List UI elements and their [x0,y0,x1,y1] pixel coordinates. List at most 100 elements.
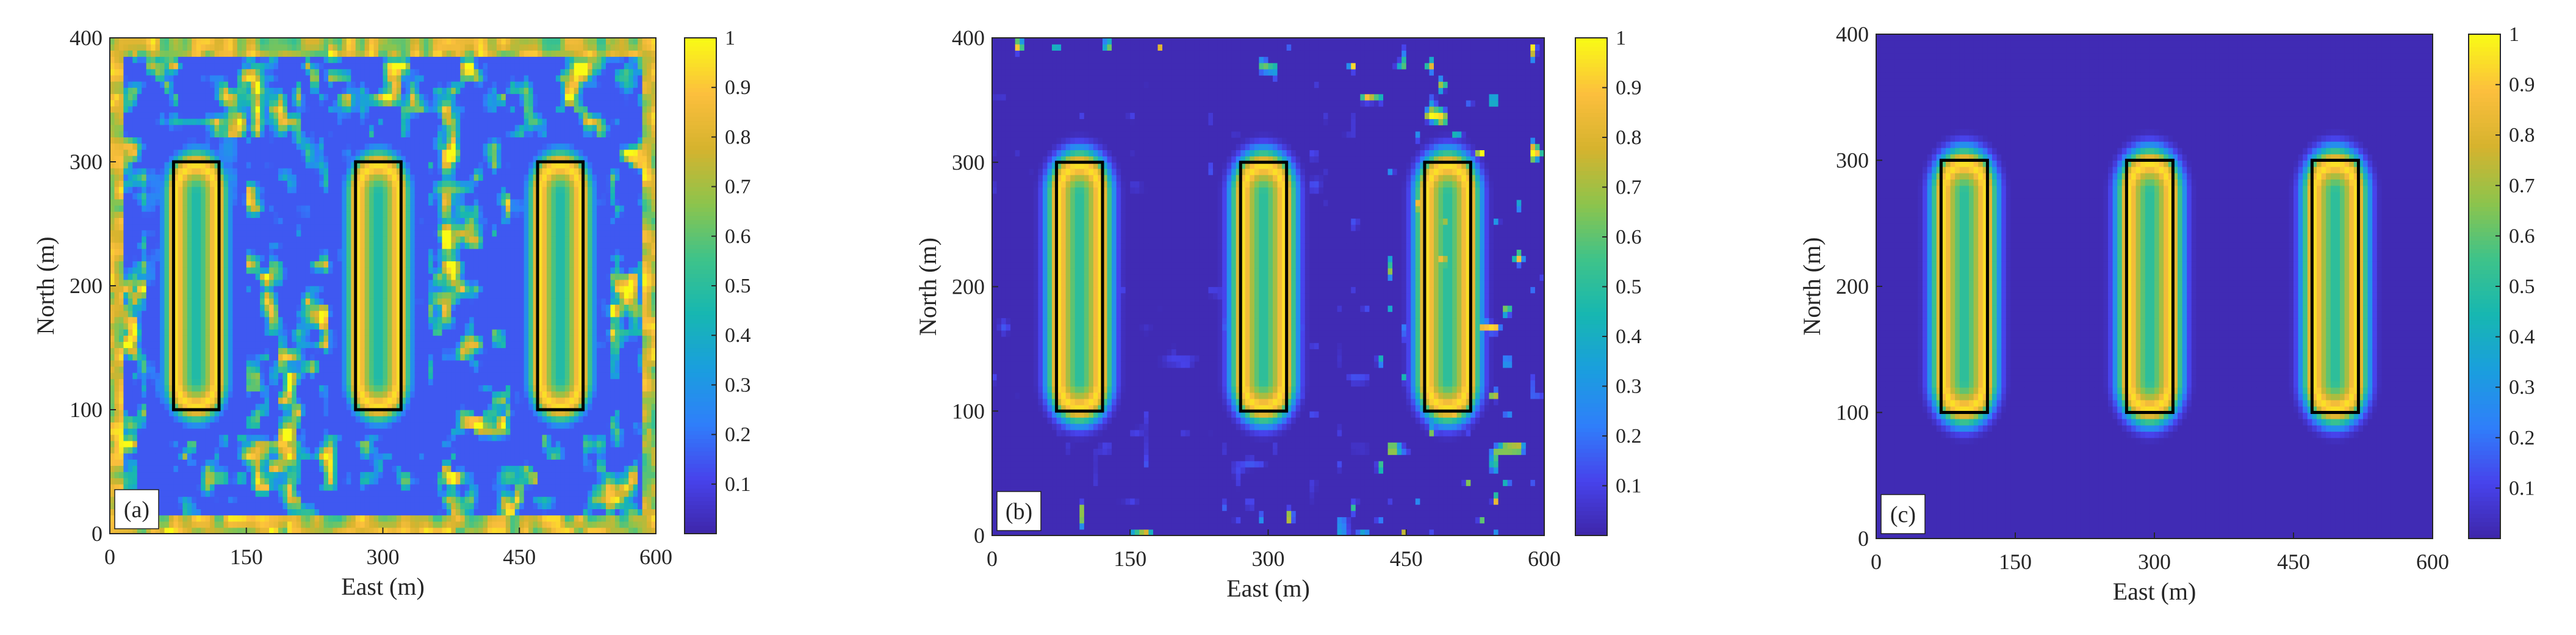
heatmap-cell [310,267,315,274]
heatmap-cell [128,273,133,280]
heatmap-cell [346,93,351,101]
heatmap-cell [333,87,338,94]
heatmap-cell [301,471,306,479]
heatmap-cell [232,261,238,268]
heatmap-cell [287,87,292,94]
heatmap-cell [114,81,120,88]
heatmap-cell [328,162,334,169]
heatmap-cell [232,44,238,51]
heatmap-cell [192,354,197,361]
heatmap-cell [333,93,338,101]
heatmap-cell [114,62,120,70]
heatmap-cell [282,397,288,404]
heatmap-cell [151,205,156,212]
heatmap-cell [237,440,242,448]
heatmap-cell [310,242,315,249]
heatmap-cell [273,44,279,51]
heatmap-cell [301,131,306,137]
heatmap-cell [296,255,301,261]
heatmap-cell [301,112,306,119]
heatmap-cell [251,292,256,299]
heatmap-cell [182,471,188,479]
heatmap-cell [155,428,160,435]
heatmap-cell [323,62,329,70]
heatmap-cell [214,192,220,200]
heatmap-cell [387,74,393,82]
heatmap-cell [378,174,384,181]
heatmap-cell [237,112,242,119]
heatmap-cell [132,459,138,466]
heatmap-cell [228,261,233,268]
heatmap-cell [123,230,129,237]
heatmap-cell [214,329,220,336]
heatmap-cell [255,255,261,261]
heatmap-cell [232,335,238,342]
heatmap-cell [328,366,334,373]
heatmap-cell [132,255,138,261]
heatmap-cell [219,385,225,392]
heatmap-cell [178,341,183,349]
heatmap-cell [342,217,347,225]
heatmap-cell [378,335,384,342]
heatmap-cell [314,125,320,131]
heatmap-cell [228,434,233,441]
heatmap-cell [387,168,393,175]
heatmap-cell [369,379,375,385]
heatmap-cell [223,391,229,398]
heatmap-cell [278,273,284,280]
heatmap-cell [196,416,201,423]
heatmap-cell [328,44,334,51]
heatmap-cell [146,410,151,416]
heatmap-cell [132,81,138,88]
heatmap-cell [273,131,279,137]
heatmap-cell [232,434,238,441]
heatmap-cell [369,143,375,150]
heatmap-cell [351,527,356,534]
heatmap-cell [142,465,147,473]
heatmap-cell [273,38,279,45]
heatmap-cell [387,56,393,64]
heatmap-cell [128,329,133,336]
heatmap-cell [323,168,329,175]
heatmap-cell [242,515,247,522]
heatmap-cell [142,198,147,206]
heatmap-cell [155,50,160,57]
heatmap-cell [151,471,156,479]
heatmap-cell [301,397,306,404]
heatmap-cell [255,477,261,485]
heatmap-cell [255,304,261,311]
heatmap-cell [187,261,192,268]
heatmap-cell [292,292,297,299]
heatmap-cell [364,304,370,311]
heatmap-cell [196,168,201,175]
heatmap-cell [228,304,233,311]
heatmap-cell [182,515,188,522]
heatmap-cell [205,341,210,349]
heatmap-cell [364,131,370,137]
heatmap-cell [351,298,356,305]
heatmap-cell [246,118,251,125]
heatmap-cell [251,416,256,423]
heatmap-cell [118,286,124,292]
heatmap-cell [187,453,192,460]
heatmap-cell [151,298,156,305]
heatmap-cell [273,422,279,429]
heatmap-cell [160,131,165,137]
heatmap-cell [118,118,124,125]
heatmap-cell [369,459,375,466]
heatmap-cell [337,50,342,57]
heatmap-cell [128,230,133,237]
heatmap-cell [219,379,225,385]
heatmap-cell [201,298,206,305]
heatmap-cell [214,391,220,398]
heatmap-cell [364,515,370,522]
heatmap-cell [378,496,384,503]
heatmap-cell [282,87,288,94]
heatmap-cell [168,236,174,243]
heatmap-cell [373,379,379,385]
heatmap-cell [369,316,375,324]
heatmap-cell [168,249,174,255]
heatmap-cell [201,174,206,181]
heatmap-cell [301,521,306,528]
heatmap-cell [255,310,261,318]
